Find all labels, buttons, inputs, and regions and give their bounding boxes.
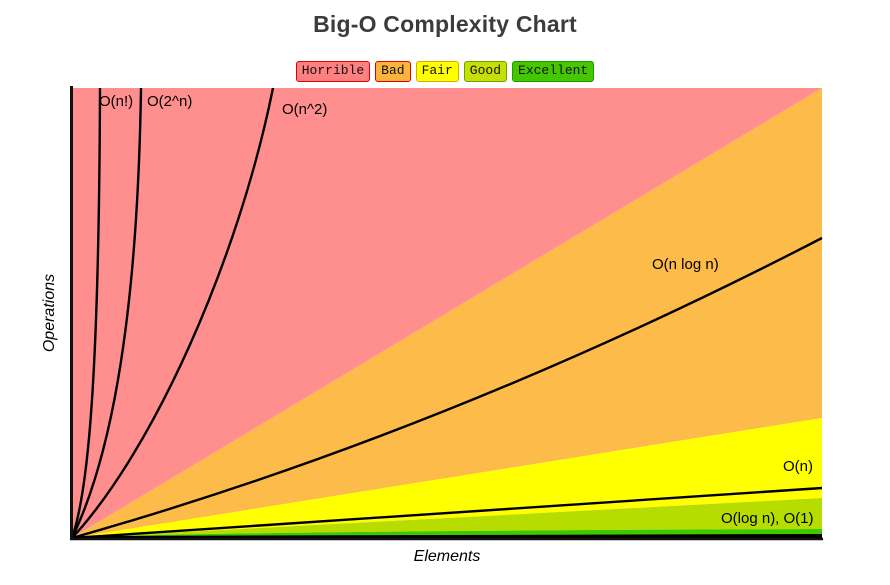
rating-legend: Horrible Bad Fair Good Excellent xyxy=(0,61,890,82)
curve-o-n-log-n xyxy=(71,236,823,540)
y-axis-label: Operations xyxy=(41,273,58,353)
curve-label-o-n-squared: O(n^2) xyxy=(282,101,328,118)
legend-badge-fair: Fair xyxy=(415,61,459,82)
curve-label-o-log-n-o-1: O(log n), O(1) xyxy=(721,510,814,527)
legend-badge-good: Good xyxy=(463,61,508,82)
legend-badge-bad: Bad xyxy=(375,61,411,82)
curve-label-o-2-pow-n: O(2^n) xyxy=(147,93,193,110)
x-axis-label: Elements xyxy=(413,548,481,565)
curve-label-o-n-factorial: O(n!) xyxy=(99,93,134,110)
region-bad xyxy=(72,88,822,538)
legend-badge-horrible: Horrible xyxy=(295,61,371,82)
legend-badge-excellent: Excellent xyxy=(512,61,595,82)
region-good xyxy=(72,498,822,538)
curve-o-n-squared xyxy=(71,87,275,539)
curve-o-n xyxy=(71,486,823,540)
curve-o-2-pow-n xyxy=(70,87,143,539)
curve-o-n-factorial xyxy=(70,87,102,539)
curve-label-o-n-log-n: O(n log n) xyxy=(652,256,719,273)
curve-label-o-n: O(n) xyxy=(783,458,813,475)
page-title: Big-O Complexity Chart xyxy=(313,11,577,37)
